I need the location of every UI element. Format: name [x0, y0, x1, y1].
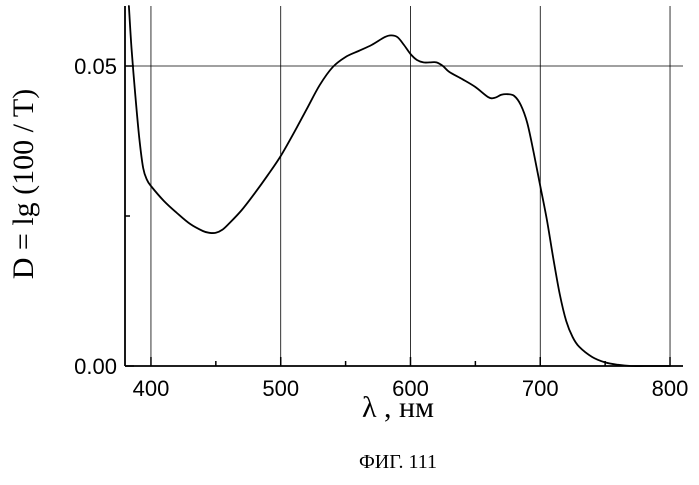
x-tick-label: 400 [133, 376, 170, 401]
x-tick-label: 700 [522, 376, 559, 401]
plot-frame [124, 6, 683, 367]
y-axis-title: D = lg (100 / T) [7, 89, 40, 280]
figure-caption: ФИГ. 111 [359, 451, 437, 473]
x-tick-label: 600 [392, 376, 429, 401]
x-tick-label: 500 [262, 376, 299, 401]
x-axis-title: λ , нм [362, 391, 434, 424]
x-tick-labels: 400 500 600 700 800 [133, 376, 689, 401]
grid-lines [125, 6, 683, 366]
absorbance-curve [127, 5, 671, 367]
x-tick-label: 800 [652, 376, 689, 401]
axis-ticks [125, 65, 671, 367]
y-tick-label: 0.05 [74, 54, 117, 79]
y-tick-labels: 0.00 0.05 [74, 54, 117, 379]
y-tick-label: 0.00 [74, 354, 117, 379]
